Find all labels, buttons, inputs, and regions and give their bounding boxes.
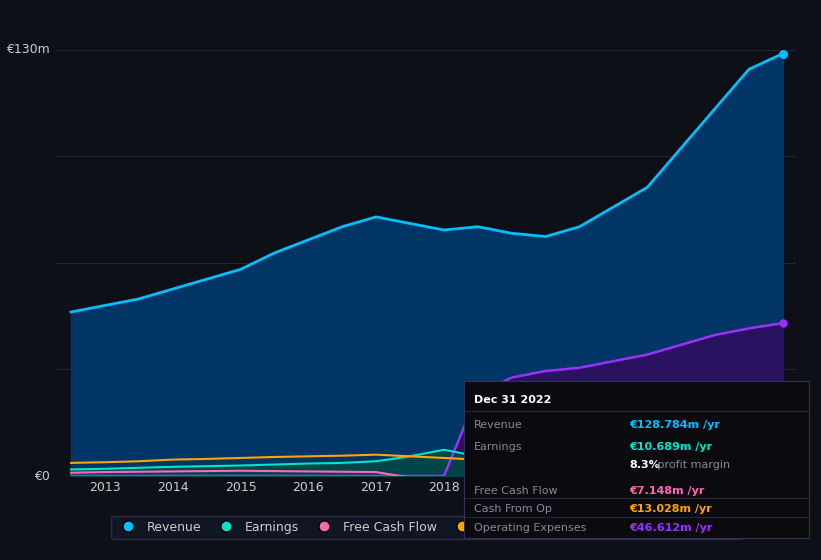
Text: profit margin: profit margin [654,460,730,470]
Text: 8.3%: 8.3% [630,460,660,470]
Text: €0: €0 [34,469,50,483]
Text: €128.784m /yr: €128.784m /yr [630,419,720,430]
Text: €130m: €130m [7,43,50,56]
Text: €13.028m /yr: €13.028m /yr [630,505,712,515]
Text: €7.148m /yr: €7.148m /yr [630,486,704,496]
Point [776,319,789,328]
Point [776,436,789,445]
Text: Earnings: Earnings [475,442,523,452]
Text: Cash From Op: Cash From Op [475,505,552,515]
Point [776,429,789,438]
Text: Revenue: Revenue [475,419,523,430]
Text: Free Cash Flow: Free Cash Flow [475,486,557,496]
Text: Operating Expenses: Operating Expenses [475,523,586,533]
Point [776,49,789,58]
Text: €46.612m /yr: €46.612m /yr [630,523,713,533]
Point [776,448,789,457]
Legend: Revenue, Earnings, Free Cash Flow, Cash From Op, Operating Expenses: Revenue, Earnings, Free Cash Flow, Cash … [111,516,743,539]
Text: €10.689m /yr: €10.689m /yr [630,442,713,452]
Text: Dec 31 2022: Dec 31 2022 [475,395,552,405]
